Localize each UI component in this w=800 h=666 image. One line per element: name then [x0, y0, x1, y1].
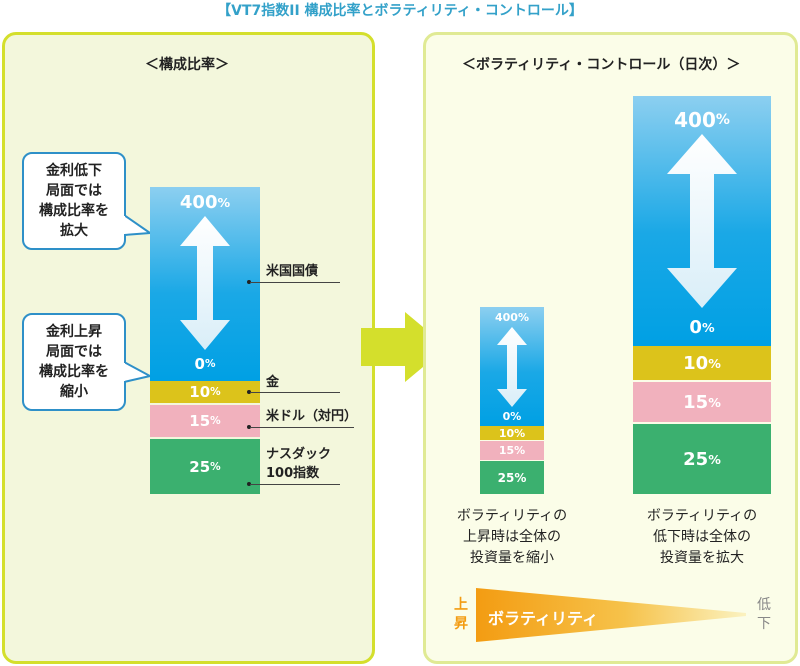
callout-rate-rise: 金利上昇 局面では 構成比率を 縮小	[22, 313, 126, 411]
figure-title: 【VT7指数II 構成比率とボラティリティ・コントロール】	[217, 3, 583, 19]
scale-down-label: 低 下	[757, 597, 771, 632]
large-max-label: 400%	[674, 108, 730, 132]
small-double-arrow-icon	[497, 327, 527, 407]
leader-dot-usd	[247, 425, 251, 429]
callout-pointer-top	[124, 215, 152, 237]
small-max-label: 400%	[495, 310, 529, 324]
callout-pointer-bottom	[124, 360, 152, 384]
small-nasdaq-segment: 25%	[480, 461, 544, 494]
volatility-wedge	[476, 588, 746, 642]
small-min-label: 0%	[502, 409, 522, 423]
caption-volatility-rise: ボラティリティの 上昇時は全体の 投資量を縮小	[456, 508, 568, 566]
leader-dot-nasdaq	[247, 482, 251, 486]
small-gold-segment: 10%	[480, 426, 544, 440]
leader-line-nasdaq	[250, 484, 340, 485]
small-usd-segment: 15%	[480, 441, 544, 460]
usd-segment: 15%	[150, 405, 260, 437]
nasdaq-segment: 25%	[150, 439, 260, 494]
leader-dot-treasury	[247, 280, 251, 284]
label-usd: 米ドル（対円）	[266, 409, 358, 424]
volatility-heading: ＜ボラティリティ・コントロール（日次）＞	[462, 57, 741, 73]
treasury-max-label: 400%	[179, 191, 231, 213]
leader-line-treasury	[250, 282, 340, 283]
large-double-arrow-icon	[667, 134, 737, 308]
caption-volatility-fall: ボラティリティの 低下時は全体の 投資量を拡大	[646, 508, 758, 566]
gold-segment: 10%	[150, 381, 260, 403]
large-usd-segment: 15%	[633, 382, 771, 422]
leader-dot-gold	[247, 390, 251, 394]
treasury-min-label: 0%	[194, 355, 216, 373]
label-treasury: 米国国債	[266, 264, 319, 279]
large-gold-segment: 10%	[633, 346, 771, 380]
scale-up-label: 上 昇	[454, 597, 468, 632]
callout-rate-decline: 金利低下 局面では 構成比率を 拡大	[22, 152, 126, 250]
label-gold: 金	[266, 375, 280, 390]
scale-label: ボラティリティ	[488, 609, 599, 628]
label-nasdaq: ナスダック 100指数	[266, 447, 332, 481]
leader-line-gold	[250, 392, 340, 393]
leader-line-usd	[250, 427, 354, 428]
large-min-label: 0%	[689, 316, 715, 338]
double-arrow-icon	[180, 216, 230, 350]
large-nasdaq-segment: 25%	[633, 424, 771, 494]
composition-heading: ＜構成比率＞	[145, 57, 229, 73]
